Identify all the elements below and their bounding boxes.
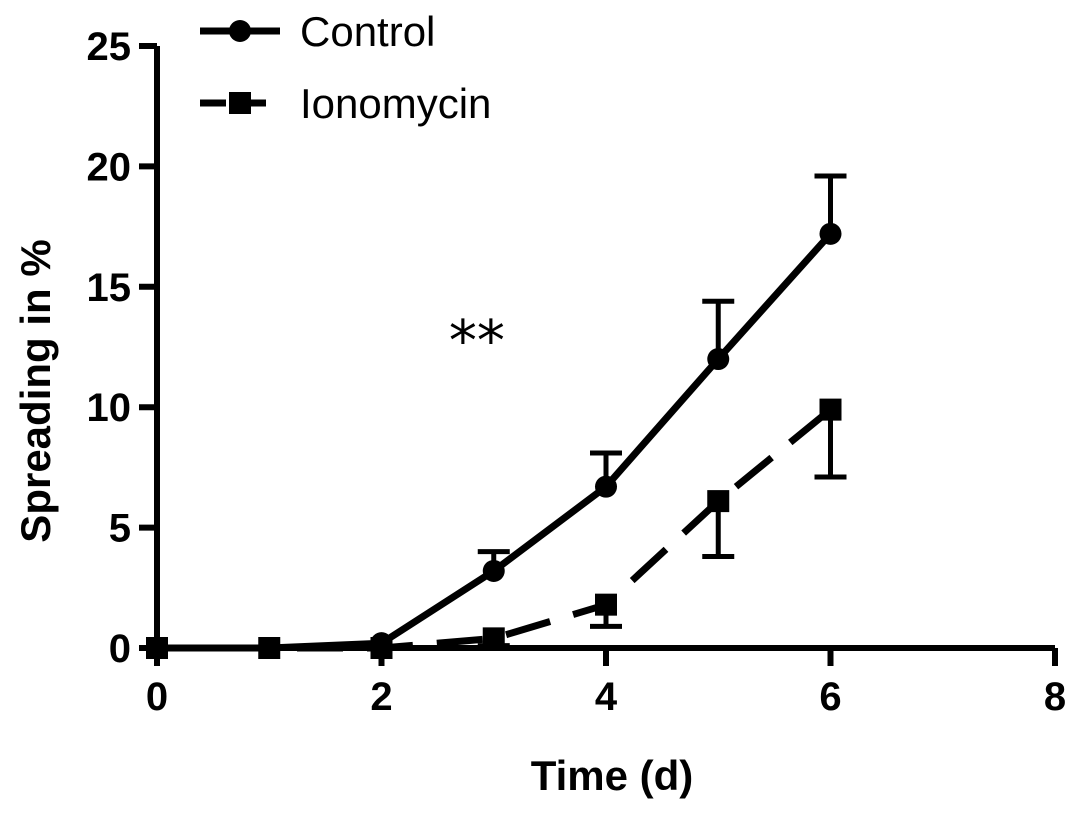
- series-line: [157, 406, 833, 652]
- x-tick-label: 6: [819, 675, 841, 719]
- legend: Control Ionomycin: [200, 8, 491, 127]
- data-point-square: [707, 490, 730, 513]
- y-tick-label: 15: [87, 266, 132, 310]
- legend-entry-ionomycin: Ionomycin: [200, 80, 491, 127]
- legend-label: Control: [300, 8, 435, 55]
- data-point-circle: [595, 475, 617, 498]
- x-tick-label: 4: [595, 675, 618, 719]
- x-tick-label: 0: [146, 675, 168, 719]
- data-point-square: [819, 398, 842, 421]
- data-point-circle: [707, 348, 730, 371]
- series-control: [146, 173, 847, 659]
- y-tick-label: 20: [87, 145, 132, 189]
- legend-marker-square: [229, 92, 251, 114]
- legend-marker-circle: [229, 20, 251, 42]
- series-line: [157, 231, 834, 652]
- data-point-circle: [482, 559, 505, 582]
- significance-annotation: **: [449, 309, 505, 374]
- x-tick-label: 8: [1044, 675, 1066, 719]
- data-point-square: [258, 637, 281, 659]
- y-axis-title: Spreading in %: [12, 239, 59, 542]
- y-tick-label: 5: [109, 507, 131, 551]
- data-point-square: [146, 637, 168, 659]
- y-tick-label: 10: [87, 386, 132, 430]
- data-point-square: [482, 627, 505, 650]
- data-point-circle: [819, 222, 842, 245]
- series-layer: [146, 173, 847, 659]
- legend-entry-control: Control: [200, 8, 435, 55]
- data-point-square: [370, 637, 393, 659]
- data-point-square: [595, 593, 617, 616]
- y-tick-label: 25: [87, 25, 132, 69]
- x-tick-label: 2: [370, 675, 392, 719]
- series-ionomycin: [146, 398, 847, 659]
- y-tick-label: 0: [109, 627, 131, 671]
- x-axis-title: Time (d): [531, 752, 694, 799]
- legend-label: Ionomycin: [300, 80, 491, 127]
